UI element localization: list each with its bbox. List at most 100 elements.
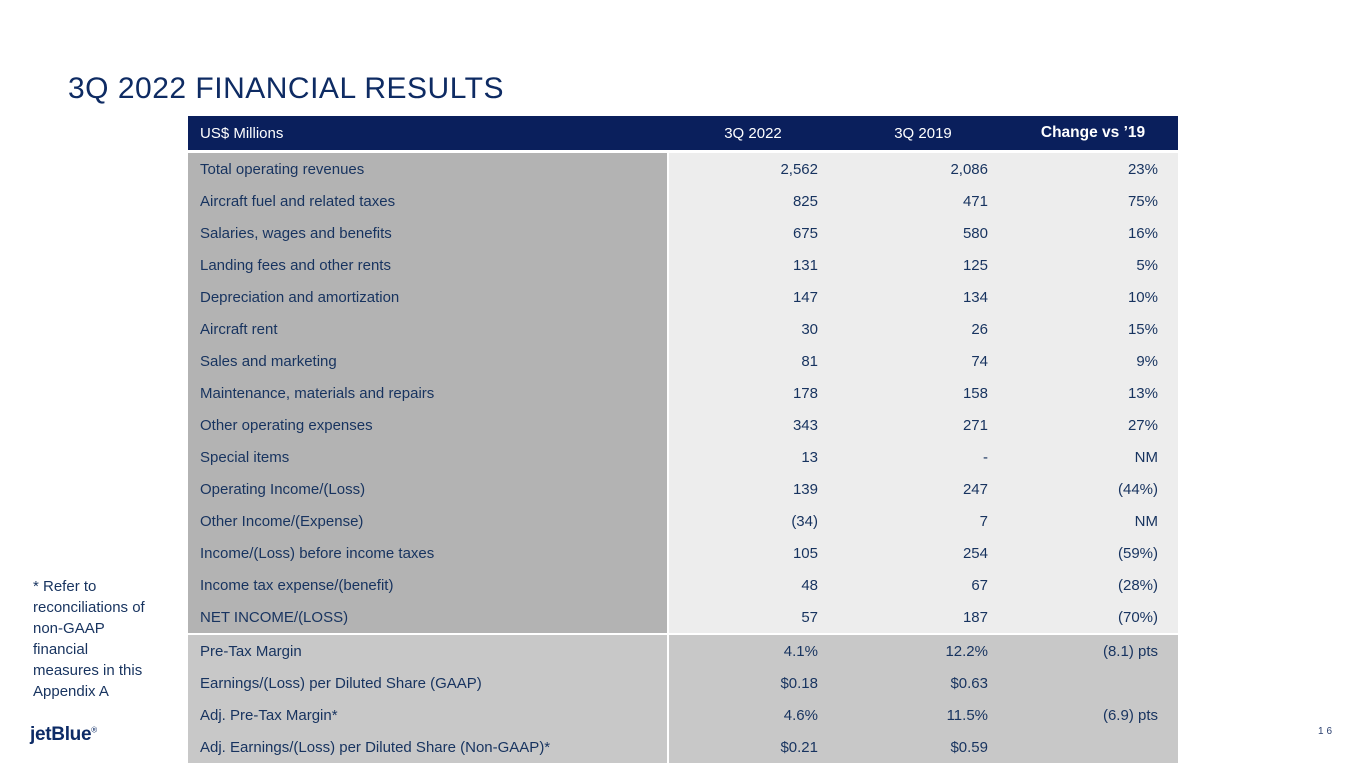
value-3q2022: 675 — [667, 217, 838, 249]
table-row: NET INCOME/(LOSS) 57 187 (70%) — [188, 601, 1178, 634]
value-3q2019: 471 — [838, 185, 1008, 217]
value-3q2022: 343 — [667, 409, 838, 441]
non-gaap-footnote: * Refer to reconciliations of non-GAAP f… — [33, 578, 145, 700]
value-change: 13% — [1008, 377, 1178, 409]
value-3q2019: 247 — [838, 473, 1008, 505]
value-change: (28%) — [1008, 569, 1178, 601]
value-change: 15% — [1008, 313, 1178, 345]
col-header-3q2022: 3Q 2022 — [668, 116, 838, 153]
row-label: Aircraft rent — [188, 313, 668, 345]
value-3q2019: 7 — [838, 505, 1008, 537]
row-label: Income tax expense/(benefit) — [188, 569, 668, 601]
row-label: Income/(Loss) before income taxes — [188, 537, 668, 569]
value-change: (70%) — [1008, 601, 1178, 634]
table-body: Total operating revenues 2,562 2,086 23% Air… — [188, 151, 1178, 763]
value-3q2019: 580 — [838, 217, 1008, 249]
value-3q2022: 105 — [667, 537, 838, 569]
value-change — [1008, 731, 1178, 763]
row-label: Earnings/(Loss) per Diluted Share (GAAP) — [188, 667, 668, 699]
value-change: 10% — [1008, 281, 1178, 313]
value-3q2022: 139 — [667, 473, 838, 505]
value-3q2022: 81 — [667, 345, 838, 377]
value-change: NM — [1008, 441, 1178, 473]
row-label: Maintenance, materials and repairs — [188, 377, 668, 409]
table-header-row: US$ Millions 3Q 2022 3Q 2019 Change vs ’… — [188, 116, 1178, 153]
table-row: Maintenance, materials and repairs 178 158… — [188, 377, 1178, 409]
table-row: Special items 13- NM — [188, 441, 1178, 473]
row-label: NET INCOME/(LOSS) — [188, 601, 668, 634]
table-row: Aircraft rent 30 26 15% — [188, 313, 1178, 345]
value-change: (59%) — [1008, 537, 1178, 569]
value-3q2019: 74 — [838, 345, 1008, 377]
value-change: 75% — [1008, 185, 1178, 217]
table-row: Operating Income/(Loss) 139 247 (44%) — [188, 473, 1178, 505]
page-number: 16 — [1318, 726, 1336, 737]
value-3q2019: 158 — [838, 377, 1008, 409]
value-3q2022: $0.21 — [667, 731, 838, 763]
value-3q2022: (34) — [667, 505, 838, 537]
jetblue-logo-text: jetBlue — [30, 724, 92, 745]
value-3q2022: $0.18 — [667, 667, 838, 699]
value-3q2022: 825 — [667, 185, 838, 217]
value-change: 23% — [1008, 151, 1178, 185]
table-row: Earnings/(Loss) per Diluted Share (GAAP)… — [188, 667, 1178, 699]
unit-header: US$ Millions — [188, 116, 668, 153]
value-3q2022: 4.6% — [667, 699, 838, 731]
jetblue-logo: jetBlue® — [30, 724, 97, 746]
value-3q2019: 134 — [838, 281, 1008, 313]
row-label: Total operating revenues — [188, 151, 668, 185]
value-change: (6.9) pts — [1008, 699, 1178, 731]
row-label: Adj. Pre-Tax Margin* — [188, 699, 668, 731]
value-change: 27% — [1008, 409, 1178, 441]
row-label: Salaries, wages and benefits — [188, 217, 668, 249]
table-row: Income/(Loss) before income taxes 105 254(… — [188, 537, 1178, 569]
value-3q2022: 178 — [667, 377, 838, 409]
value-3q2022: 57 — [667, 601, 838, 634]
value-change: 5% — [1008, 249, 1178, 281]
row-label: Aircraft fuel and related taxes — [188, 185, 668, 217]
table-row: Other Income/(Expense) (34) 7 NM — [188, 505, 1178, 537]
value-3q2022: 131 — [667, 249, 838, 281]
value-3q2019: $0.63 — [838, 667, 1008, 699]
value-change: 16% — [1008, 217, 1178, 249]
value-3q2019: 271 — [838, 409, 1008, 441]
value-change: (44%) — [1008, 473, 1178, 505]
value-3q2019: 125 — [838, 249, 1008, 281]
page-title: 3Q 2022 FINANCIAL RESULTS — [68, 72, 504, 106]
table-row: Landing fees and other rents 131 125 5% — [188, 249, 1178, 281]
table-header: US$ Millions 3Q 2022 3Q 2019 Change vs ’… — [188, 116, 1178, 153]
value-3q2019: 2,086 — [838, 151, 1008, 185]
value-3q2022: 4.1% — [667, 633, 838, 667]
value-3q2022: 147 — [667, 281, 838, 313]
row-label: Other Income/(Expense) — [188, 505, 668, 537]
value-3q2019: 187 — [838, 601, 1008, 634]
row-label: Adj. Earnings/(Loss) per Diluted Share (… — [188, 731, 668, 763]
table-row: Pre-Tax Margin 4.1% 12.2% (8.1) pts — [188, 633, 1178, 667]
table-row: Adj. Earnings/(Loss) per Diluted Share (… — [188, 731, 1178, 763]
value-3q2019: - — [838, 441, 1008, 473]
row-label: Special items — [188, 441, 668, 473]
value-3q2019: 12.2% — [838, 633, 1008, 667]
table-row: Sales and marketing 81 74 9% — [188, 345, 1178, 377]
financial-table: US$ Millions 3Q 2022 3Q 2019 Change vs ’… — [188, 116, 1178, 763]
row-label: Pre-Tax Margin — [188, 633, 668, 667]
value-change — [1008, 667, 1178, 699]
registered-trademark-icon: ® — [91, 725, 97, 735]
value-change: NM — [1008, 505, 1178, 537]
value-3q2019: 26 — [838, 313, 1008, 345]
row-label: Operating Income/(Loss) — [188, 473, 668, 505]
value-3q2019: 254 — [838, 537, 1008, 569]
value-change: (8.1) pts — [1008, 633, 1178, 667]
table-row: Adj. Pre-Tax Margin* 4.6% 11.5% (6.9) pts — [188, 699, 1178, 731]
value-3q2019: 11.5% — [838, 699, 1008, 731]
col-header-3q2019: 3Q 2019 — [838, 116, 1008, 153]
row-label: Landing fees and other rents — [188, 249, 668, 281]
value-3q2019: $0.59 — [838, 731, 1008, 763]
row-label: Other operating expenses — [188, 409, 668, 441]
table-row: Other operating expenses 343 271 27% — [188, 409, 1178, 441]
table-row: Salaries, wages and benefits 675 580 16% — [188, 217, 1178, 249]
table-row: Income tax expense/(benefit) 48 67 (28%) — [188, 569, 1178, 601]
col-header-change: Change vs ’19 — [1008, 116, 1178, 153]
value-3q2022: 30 — [667, 313, 838, 345]
